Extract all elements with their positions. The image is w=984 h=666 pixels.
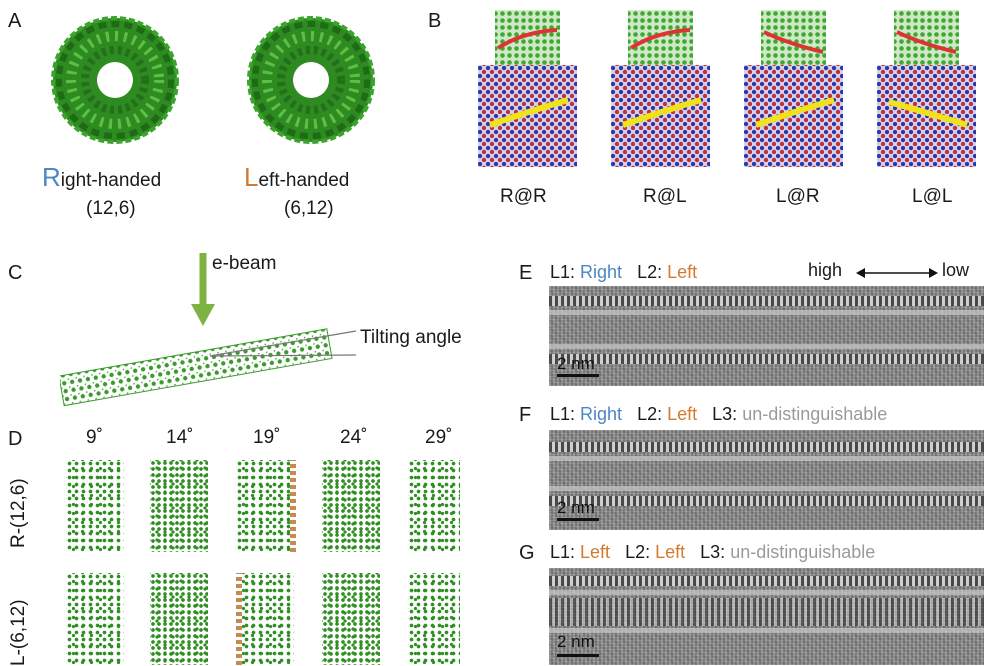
e-beam-arrow-head [191, 304, 215, 326]
f-l3-value: un-distinguishable [742, 404, 888, 424]
right-rest: ight-handed [60, 170, 162, 191]
g-l3-prefix: L3: [700, 542, 731, 562]
contrast-scale-low: low [942, 260, 970, 280]
projection-r-24 [322, 460, 380, 552]
projection-r-29 [408, 460, 460, 552]
scalebar-g [557, 654, 599, 657]
panel-label-e: E [519, 262, 533, 284]
model-label-l-at-l: L@L [912, 186, 953, 207]
scalebar-f [557, 518, 599, 521]
tem-image-g: 2 nm [549, 568, 984, 665]
angle-24: 24˚ [340, 427, 368, 448]
row-label-right-text: R-(12,6) [8, 478, 29, 548]
g-l1-value: Left [580, 542, 611, 562]
tilted-nanotube-diagram [60, 253, 357, 407]
left-handed-nanotube-endview [247, 16, 375, 144]
angle-9: 9˚ [86, 427, 103, 448]
projection-l-19-marker [236, 573, 242, 665]
panel-e-caption: L1: Right L2: Left [550, 262, 697, 283]
left-initial: L [244, 162, 259, 192]
left-rest: eft-handed [258, 170, 350, 191]
tem-image-e: 2 nm [549, 286, 984, 386]
right-handed-index: (12,6) [86, 198, 136, 219]
f-l1-prefix: L1: [550, 404, 581, 424]
f-l2-value: Left [667, 404, 698, 424]
angle-29: 29˚ [425, 427, 453, 448]
projection-r-19 [236, 460, 294, 552]
panel-label-d: D [8, 428, 23, 450]
tilting-angle-label: Tilting angle [360, 327, 462, 348]
model-label-l-at-r: L@R [776, 186, 820, 207]
angle-19: 19˚ [253, 427, 281, 448]
f-l3-prefix: L3: [712, 404, 743, 424]
projection-l-14 [150, 573, 208, 665]
right-handed-nanotube-endview [51, 16, 179, 144]
right-handed-label: Right-handed [42, 162, 161, 193]
f-l1-value: Right [580, 404, 623, 424]
f-l2-prefix: L2: [637, 404, 668, 424]
panel-g-caption: L1: Left L2: Left L3: un-distinguishable [550, 542, 875, 563]
scalebar-g-label: 2 nm [557, 632, 595, 651]
g-l1-prefix: L1: [550, 542, 581, 562]
panel-f-caption: L1: Right L2: Left L3: un-distinguishabl… [550, 404, 887, 425]
angle-14: 14˚ [166, 427, 194, 448]
model-label-r-at-r: R@R [500, 186, 547, 207]
projection-l-19 [236, 573, 294, 665]
double-arrow-icon [856, 268, 938, 278]
contrast-scale-high: high [808, 260, 843, 280]
g-l3-value: un-distinguishable [730, 542, 876, 562]
tem-image-f: 2 nm [549, 430, 984, 530]
e-l1-value: Right [580, 262, 623, 282]
projection-l-24 [322, 573, 380, 665]
e-l2-value: Left [667, 262, 698, 282]
scalebar-e [557, 374, 599, 377]
panel-label-b: B [428, 10, 442, 32]
projection-r-14 [150, 460, 208, 552]
e-beam-label: e-beam [212, 253, 277, 274]
panel-label-a: A [8, 10, 22, 32]
projection-r-9 [66, 460, 124, 552]
left-handed-label: Left-handed [244, 162, 349, 193]
projection-l-9 [66, 573, 124, 665]
projection-r-19-marker [290, 460, 296, 552]
double-walled-nanotube-models [478, 10, 976, 167]
e-l2-prefix: L2: [637, 262, 668, 282]
projection-l-29 [408, 573, 460, 665]
model-label-r-at-l: R@L [643, 186, 687, 207]
scalebar-e-label: 2 nm [557, 354, 595, 373]
e-l1-prefix: L1: [550, 262, 581, 282]
right-initial: R [42, 162, 61, 192]
g-l2-prefix: L2: [625, 542, 656, 562]
g-l2-value: Left [655, 542, 686, 562]
scalebar-f-label: 2 nm [557, 498, 595, 517]
row-label-left-text: L-(6,12) [8, 599, 29, 666]
panel-label-g: G [519, 542, 535, 564]
panel-label-c: C [8, 262, 23, 284]
panel-label-f: F [519, 404, 532, 426]
left-handed-index: (6,12) [284, 198, 334, 219]
